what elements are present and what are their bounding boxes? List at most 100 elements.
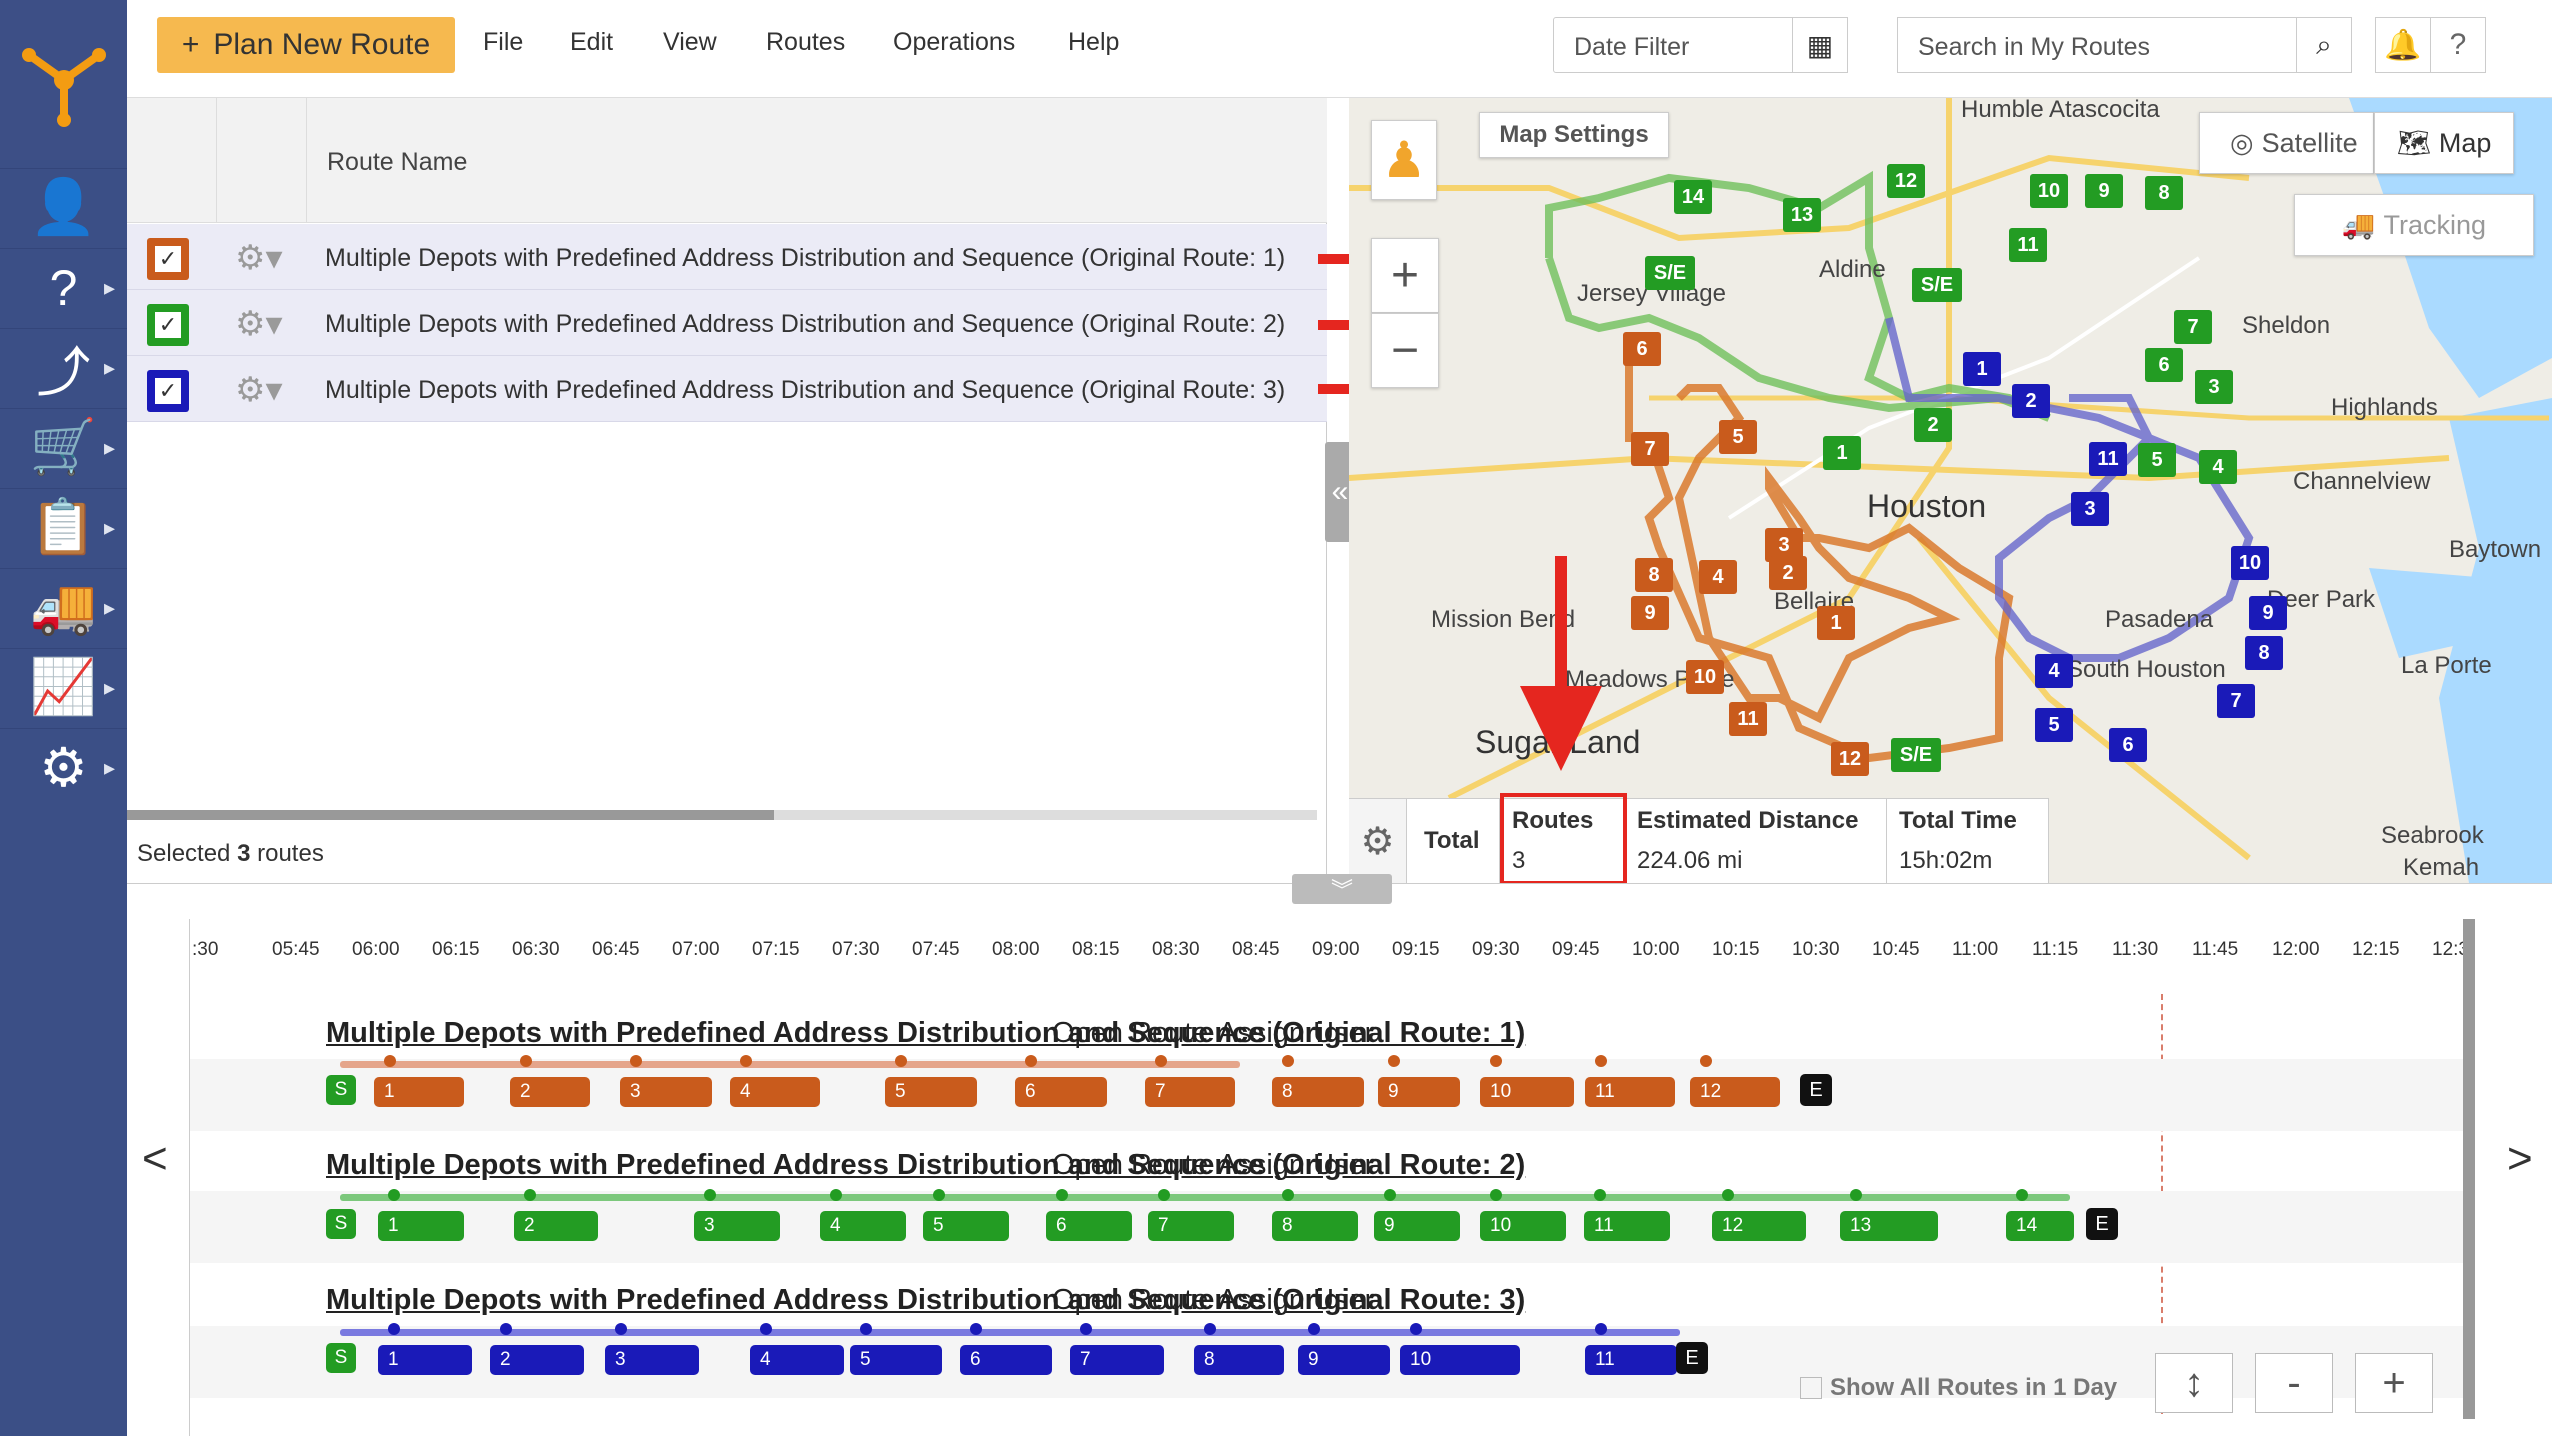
route-stop-marker[interactable]: 3 (2195, 370, 2233, 404)
app-logo[interactable] (0, 0, 127, 160)
timeline-stop[interactable]: 11 (1585, 1077, 1675, 1107)
open-route-link[interactable]: Open Route (1052, 1017, 1209, 1049)
timeline-stop[interactable]: 9 (1298, 1345, 1390, 1375)
timeline-stop[interactable]: 14 (2006, 1211, 2074, 1241)
menu-view[interactable]: View (663, 28, 717, 56)
gear-icon[interactable]: ⚙▾ (235, 239, 283, 277)
route-stop-marker[interactable]: 1 (1817, 606, 1855, 640)
timeline-stop[interactable]: 1 (378, 1211, 464, 1241)
timeline-stop[interactable]: 2 (514, 1211, 598, 1241)
route-stop-marker[interactable]: 1 (1963, 352, 2001, 386)
route-stop-marker[interactable]: 7 (2217, 684, 2255, 718)
route-stop-marker[interactable]: 10 (2030, 174, 2068, 208)
table-row[interactable]: ✓ ⚙▾ Multiple Depots with Predefined Add… (127, 224, 1327, 290)
date-filter-input[interactable]: Date Filter (1553, 17, 1793, 73)
expand-height-button[interactable]: ↕ (2155, 1353, 2233, 1413)
zoom-out-button[interactable]: − (1371, 313, 1439, 388)
route-stop-marker[interactable]: 10 (2231, 546, 2269, 580)
resize-handle[interactable]: ︾ (1292, 874, 1392, 904)
route-name[interactable]: Multiple Depots with Predefined Address … (325, 244, 1286, 272)
sidebar-item-fleet[interactable]: 🚚 ▸ (0, 568, 127, 646)
route-stop-marker[interactable]: 11 (2089, 442, 2127, 476)
route-stop-marker[interactable]: 5 (2138, 443, 2176, 477)
timeline-prev-arrow[interactable]: < (142, 1134, 168, 1183)
route-stop-marker[interactable]: 4 (2035, 654, 2073, 688)
timeline-stop[interactable]: 11 (1585, 1345, 1677, 1375)
menu-edit[interactable]: Edit (570, 28, 614, 56)
timeline-route-title[interactable]: Multiple Depots with Predefined Address … (326, 1284, 1526, 1316)
timeline-stop[interactable]: 11 (1584, 1211, 1670, 1241)
route-stop-marker[interactable]: 7 (2174, 310, 2212, 344)
timeline-stop[interactable]: 3 (694, 1211, 780, 1241)
menu-file[interactable]: File (483, 28, 524, 56)
assign-user-link[interactable]: Assign User (1218, 1284, 1375, 1316)
timeline-stop[interactable]: 6 (1015, 1077, 1107, 1107)
satellite-toggle[interactable]: ◎ Satellite (2199, 112, 2374, 174)
route-stop-marker[interactable]: 7 (1631, 432, 1669, 466)
end-marker[interactable]: E (1800, 1074, 1832, 1106)
zoom-in-timeline-button[interactable]: + (2355, 1353, 2433, 1413)
timeline-stop[interactable]: 8 (1272, 1077, 1364, 1107)
route-stop-marker[interactable]: 12 (1887, 164, 1925, 198)
timeline-stop[interactable]: 4 (730, 1077, 820, 1107)
timeline-stop[interactable]: 8 (1272, 1211, 1358, 1241)
route-stop-marker[interactable]: 8 (1635, 558, 1673, 592)
timeline-stop[interactable]: 8 (1194, 1345, 1284, 1375)
route-stop-marker[interactable]: 14 (1674, 180, 1712, 214)
route-stop-marker[interactable]: 10 (1686, 660, 1724, 694)
route-stop-marker[interactable]: 9 (2085, 174, 2123, 208)
search-icon[interactable]: ⌕ (2296, 17, 2352, 73)
timeline-route-title[interactable]: Multiple Depots with Predefined Address … (326, 1017, 1526, 1049)
show-all-checkbox[interactable] (1800, 1377, 1822, 1399)
timeline-stop[interactable]: 1 (378, 1345, 472, 1375)
sidebar-item-routes[interactable]: ⤴ ▸ (0, 328, 127, 406)
route-stop-marker[interactable]: 11 (2009, 228, 2047, 262)
assign-user-link[interactable]: Assign User (1218, 1149, 1375, 1181)
route-stop-marker[interactable]: 2 (1769, 556, 1807, 590)
timeline-stop[interactable]: 13 (1840, 1211, 1938, 1241)
route-name[interactable]: Multiple Depots with Predefined Address … (325, 310, 1286, 338)
route-stop-marker[interactable]: 12 (1831, 742, 1869, 776)
route-name[interactable]: Multiple Depots with Predefined Address … (325, 376, 1286, 404)
scrollbar-thumb[interactable] (127, 810, 774, 820)
timeline-stop[interactable]: 5 (885, 1077, 977, 1107)
route-stop-marker[interactable]: 5 (1719, 420, 1757, 454)
timeline-stop[interactable]: 5 (923, 1211, 1009, 1241)
timeline-stop[interactable]: 10 (1480, 1211, 1566, 1241)
end-marker[interactable]: E (2086, 1208, 2118, 1240)
timeline-stop[interactable]: 3 (605, 1345, 699, 1375)
zoom-out-timeline-button[interactable]: - (2255, 1353, 2333, 1413)
assign-user-link[interactable]: Assign User (1218, 1017, 1375, 1049)
timeline-stop[interactable]: 4 (820, 1211, 906, 1241)
route-stop-marker[interactable]: 6 (2109, 728, 2147, 762)
timeline-route-title[interactable]: Multiple Depots with Predefined Address … (326, 1149, 1526, 1181)
timeline-stop[interactable]: 4 (750, 1345, 844, 1375)
calendar-icon[interactable]: ▦ (1792, 17, 1848, 73)
plan-new-route-button[interactable]: + Plan New Route (157, 17, 455, 73)
sidebar-item-orders[interactable]: 🛒 ▸ (0, 408, 127, 486)
route-stop-marker[interactable]: 1 (1823, 436, 1861, 470)
table-row[interactable]: ✓ ⚙▾ Multiple Depots with Predefined Add… (127, 290, 1327, 356)
start-marker[interactable]: S (326, 1209, 356, 1239)
timeline-stop[interactable]: 7 (1145, 1077, 1235, 1107)
show-all-routes-option[interactable]: Show All Routes in 1 Day (1800, 1374, 2117, 1402)
timeline-stop[interactable]: 6 (1046, 1211, 1132, 1241)
timeline-stop[interactable]: 12 (1712, 1211, 1806, 1241)
sidebar-item-analytics[interactable]: 📈 ▸ (0, 648, 127, 726)
route-stop-marker[interactable]: 3 (2071, 492, 2109, 526)
timeline-next-arrow[interactable]: > (2507, 1134, 2533, 1183)
help-circle-icon[interactable]: ? (2430, 17, 2486, 73)
zoom-in-button[interactable]: + (1371, 238, 1439, 313)
timeline-stop[interactable]: 2 (490, 1345, 584, 1375)
start-marker[interactable]: S (326, 1343, 356, 1373)
timeline-stop[interactable]: 1 (374, 1077, 464, 1107)
depot-marker[interactable]: S/E (1645, 256, 1695, 290)
route-stop-marker[interactable]: 5 (2035, 708, 2073, 742)
route-stop-marker[interactable]: 8 (2245, 636, 2283, 670)
menu-routes[interactable]: Routes (766, 28, 846, 56)
timeline-stop[interactable]: 12 (1690, 1077, 1780, 1107)
timeline-stop[interactable]: 5 (850, 1345, 942, 1375)
menu-operations[interactable]: Operations (893, 28, 1016, 56)
notification-bell-icon[interactable]: 🔔 (2375, 17, 2431, 73)
timeline-stop[interactable]: 7 (1148, 1211, 1234, 1241)
